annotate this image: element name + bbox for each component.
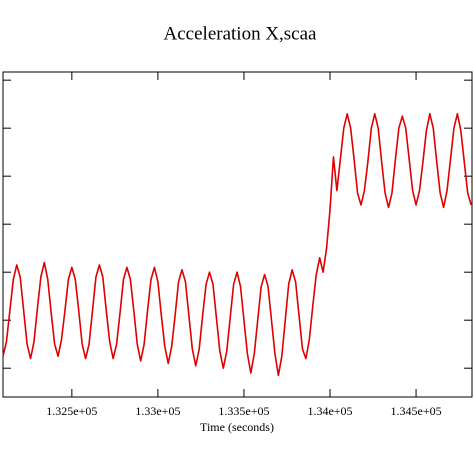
data-line bbox=[2, 112, 472, 377]
x-tick-label: 1.325e+05 bbox=[46, 404, 97, 418]
x-tick-label: 1.335e+05 bbox=[218, 404, 269, 418]
x-axis-label: Time (seconds) bbox=[200, 420, 274, 434]
x-tick-label: 1.345e+05 bbox=[391, 404, 442, 418]
plot-frame bbox=[2, 71, 473, 398]
chart-title: Acceleration X,scaa bbox=[164, 23, 318, 44]
x-tick-label: 1.34e+05 bbox=[307, 404, 352, 418]
x-tick-label: 1.33e+05 bbox=[135, 404, 180, 418]
